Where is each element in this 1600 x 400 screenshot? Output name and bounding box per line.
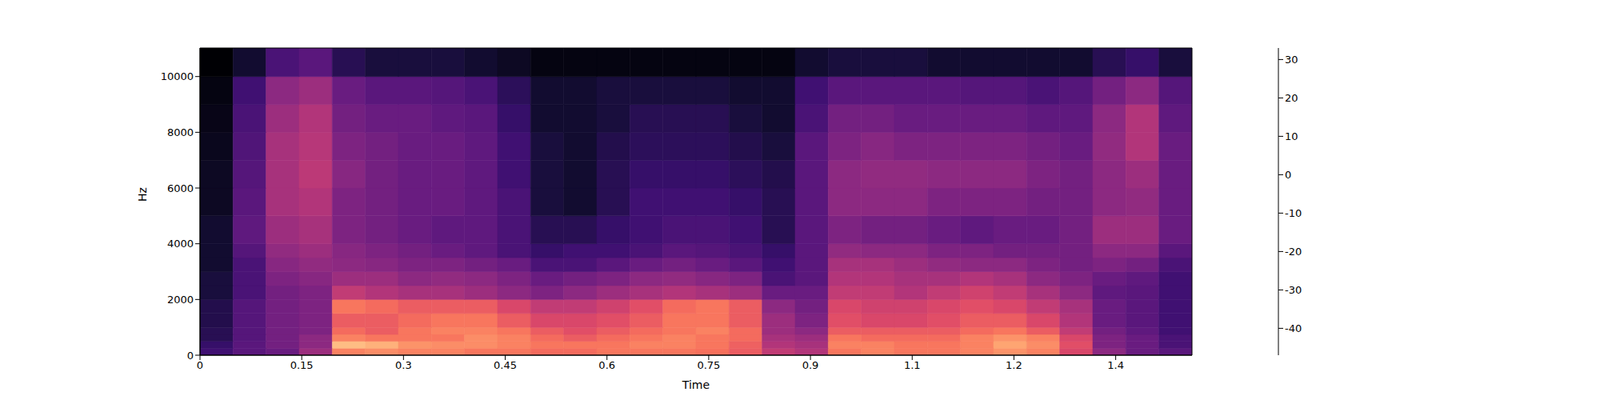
svg-text:-40: -40 (1284, 322, 1302, 335)
svg-text:0.15: 0.15 (290, 359, 314, 372)
svg-text:-10: -10 (1284, 207, 1302, 220)
svg-text:Time: Time (681, 378, 710, 392)
svg-text:10: 10 (1284, 130, 1299, 143)
svg-text:1.1: 1.1 (904, 359, 921, 372)
svg-text:10000: 10000 (160, 70, 194, 83)
svg-text:1.4: 1.4 (1107, 359, 1124, 372)
svg-text:4000: 4000 (167, 237, 194, 250)
svg-text:0.75: 0.75 (696, 359, 720, 372)
svg-text:0.9: 0.9 (802, 359, 820, 372)
svg-text:1.2: 1.2 (1005, 359, 1023, 372)
svg-text:20: 20 (1284, 92, 1299, 104)
svg-text:0: 0 (1284, 168, 1292, 181)
svg-text:-30: -30 (1284, 284, 1302, 296)
svg-text:0: 0 (187, 349, 194, 362)
svg-text:0: 0 (196, 359, 204, 372)
svg-text:2000: 2000 (167, 293, 194, 306)
svg-text:0.45: 0.45 (493, 359, 517, 372)
svg-text:0.3: 0.3 (395, 359, 412, 372)
svg-text:-20: -20 (1284, 245, 1302, 258)
svg-text:0.6: 0.6 (598, 359, 616, 372)
svg-text:6000: 6000 (167, 182, 194, 195)
svg-text:Hz: Hz (136, 187, 149, 202)
svg-text:8000: 8000 (167, 126, 194, 139)
svg-text:30: 30 (1284, 53, 1299, 66)
